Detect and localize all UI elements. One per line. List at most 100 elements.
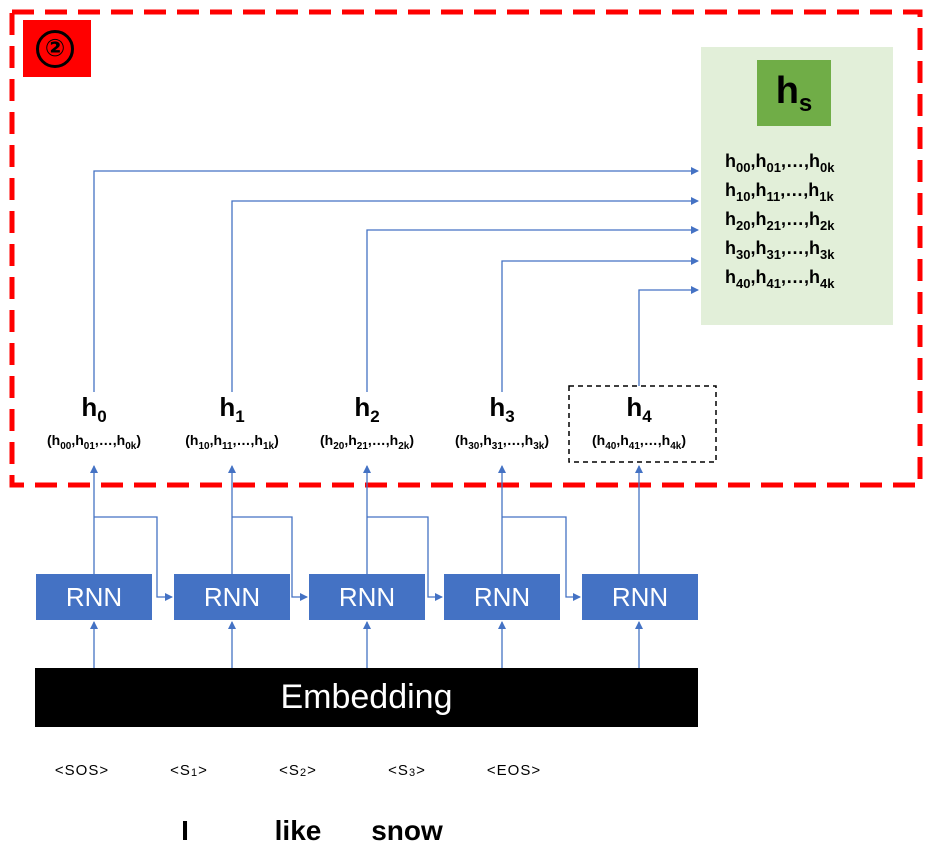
hidden-state-0-vector: (h00,h01,…,h0k): [26, 431, 162, 456]
token-1-text: <S: [170, 762, 191, 779]
token-3-sub: 3: [408, 767, 417, 779]
hidden-state-2-main-letter: h: [354, 392, 371, 422]
hidden-state-4-b-letter: h: [620, 432, 629, 448]
hidden-state-2-c-sub: 2k: [398, 441, 410, 452]
hs-row-2-a-sub: 20: [736, 218, 751, 233]
region-2-frame: [9, 9, 923, 488]
hidden-state-4-a-sub: 40: [605, 441, 617, 452]
hidden-state-0-main-letter: h: [81, 392, 98, 422]
hs-row-4-a-letter: h: [725, 267, 736, 287]
hs-row-2-b-sub: 21: [766, 218, 781, 233]
hidden-state-2: h2 (h20,h21,…,h2k): [299, 393, 435, 456]
arrow-h2-to-hs: [366, 226, 699, 392]
hidden-state-4-c-sub: 4k: [670, 441, 682, 452]
ellipsis: ,…,: [502, 432, 525, 448]
comma: ,: [750, 267, 756, 287]
hidden-state-2-b-sub: 21: [356, 441, 368, 452]
token-2: <S2>: [248, 762, 348, 779]
hidden-state-0-c-sub: 0k: [125, 441, 137, 452]
hidden-state-4-c-letter: h: [661, 432, 671, 448]
hs-row-4-c-sub: 4k: [819, 276, 835, 291]
hs-row-2-b-letter: h: [755, 209, 767, 229]
token-3: <S3>: [357, 762, 457, 779]
hidden-state-1-c-sub: 1k: [262, 441, 275, 452]
hidden-state-4-a-letter: h: [596, 432, 606, 448]
arrow-rnn0-to-rnn1: [94, 516, 173, 601]
ellipsis: ,…,: [232, 432, 255, 448]
hidden-state-1-main-letter: h: [219, 392, 236, 422]
hs-row-3-a-letter: h: [725, 238, 736, 258]
paren-open: (: [591, 432, 597, 448]
comma: ,: [750, 151, 756, 171]
token-1-sub: 1: [190, 767, 199, 779]
hidden-state-2-a-letter: h: [324, 432, 334, 448]
hidden-state-1-a-letter: h: [189, 432, 199, 448]
paren-open: (: [185, 432, 190, 448]
hidden-state-3-b-letter: h: [483, 432, 492, 448]
section-number: ②: [36, 30, 74, 68]
hs-row-3-a-sub: 30: [736, 247, 751, 262]
h4-highlight-box: [568, 385, 717, 463]
hidden-state-4-b-sub: 41: [628, 441, 640, 452]
token-2-close: >: [307, 762, 317, 779]
ellipsis: ,…,: [780, 267, 809, 287]
hs-row-4: h40,h41,…,h4k: [725, 266, 875, 295]
hidden-state-1-vector: (h10,h11,…,h1k): [164, 431, 300, 456]
hidden-state-4-main-sub: 4: [642, 407, 652, 426]
hs-row-0-a-sub: 00: [736, 160, 751, 175]
rnn-cell-0: RNN: [36, 574, 152, 620]
hidden-state-2-b-letter: h: [348, 432, 357, 448]
hidden-state-0-a-letter: h: [51, 432, 61, 448]
hs-row-1-a-letter: h: [725, 180, 736, 200]
hs-row-3-b-sub: 31: [766, 247, 781, 262]
comma: ,: [750, 180, 756, 200]
hs-row-0-b-sub: 01: [766, 160, 781, 175]
token-1-close: >: [198, 762, 208, 779]
ellipsis: ,…,: [94, 432, 117, 448]
paren-close: ): [136, 432, 142, 448]
hs-row-2-c-sub: 2k: [819, 218, 835, 233]
hidden-state-3-c-letter: h: [524, 432, 534, 448]
hidden-state-0-a-sub: 00: [60, 441, 72, 452]
paren-close: ): [409, 432, 415, 448]
hidden-state-4-name: h4: [571, 393, 707, 431]
section-badge: ②: [23, 20, 91, 77]
hs-row-2-c-letter: h: [808, 209, 820, 229]
hidden-state-2-vector: (h20,h21,…,h2k): [299, 431, 435, 456]
ellipsis: ,…,: [367, 432, 390, 448]
paren-close: ): [681, 432, 687, 448]
hs-row-1-b-letter: h: [755, 180, 767, 200]
arrow-h0-to-hs: [93, 167, 699, 392]
paren-close: ): [274, 432, 279, 448]
hidden-state-3-main-sub: 3: [505, 407, 515, 426]
hidden-state-1-name: h1: [164, 393, 300, 431]
hs-row-4-b-letter: h: [755, 267, 767, 287]
rnn-cell-1: RNN: [174, 574, 290, 620]
hs-row-0-c-letter: h: [808, 151, 820, 171]
arrow-rnn3-to-rnn4: [502, 516, 581, 601]
token-0: <SOS>: [32, 762, 132, 779]
word-0: I: [181, 815, 189, 846]
rnn-cell-2: RNN: [309, 574, 425, 620]
hs-row-4-c-letter: h: [808, 267, 820, 287]
hidden-state-0-b-letter: h: [75, 432, 84, 448]
comma: ,: [209, 432, 214, 448]
hidden-state-3-c-sub: 3k: [533, 441, 545, 452]
hidden-state-0: h0 (h00,h01,…,h0k): [26, 393, 162, 456]
hidden-state-0-main-sub: 0: [97, 407, 107, 426]
token-2-text: <S: [279, 762, 300, 779]
hidden-state-3-name: h3: [434, 393, 570, 431]
hs-row-3-c-letter: h: [808, 238, 820, 258]
hs-row-2: h20,h21,…,h2k: [725, 208, 875, 237]
hidden-state-3-a-sub: 30: [468, 441, 480, 452]
hidden-state-3-a-letter: h: [459, 432, 469, 448]
paren-open: (: [454, 432, 460, 448]
paren-close: ): [544, 432, 550, 448]
hidden-state-2-a-sub: 20: [333, 441, 345, 452]
hs-row-4-b-sub: 41: [766, 276, 781, 291]
ellipsis: ,…,: [780, 238, 809, 258]
hidden-state-3-b-sub: 31: [491, 441, 503, 452]
ellipsis: ,…,: [639, 432, 662, 448]
hs-row-3: h30,h31,…,h3k: [725, 237, 875, 266]
hidden-state-2-c-letter: h: [389, 432, 399, 448]
